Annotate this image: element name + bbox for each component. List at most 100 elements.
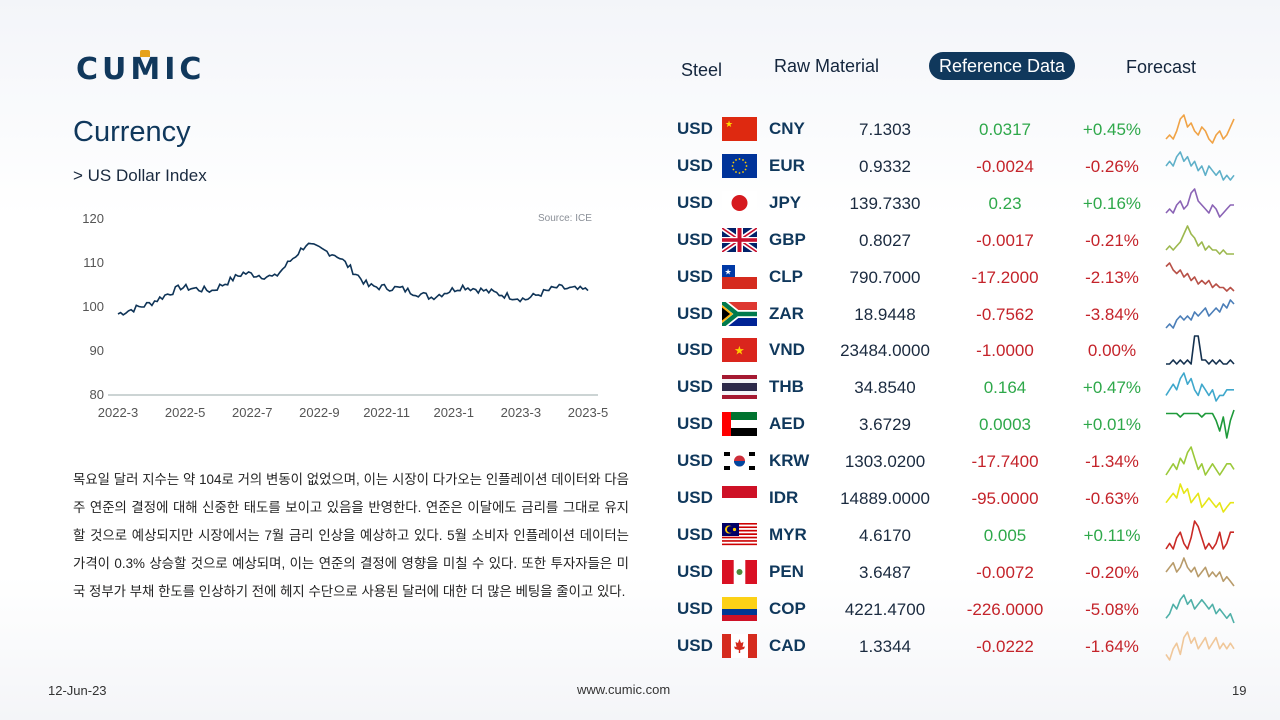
sparkline-chart	[1165, 298, 1235, 329]
rate-change-percent: +0.45%	[1082, 120, 1142, 139]
tab-steel[interactable]: Steel	[681, 60, 723, 80]
exchange-rate: 14889.0000	[840, 489, 930, 508]
currency-code: THB	[769, 377, 804, 397]
x-tick-label: 2022-9	[299, 405, 339, 420]
rate-change-percent: +0.01%	[1082, 415, 1142, 435]
currency-row-thb: USD THB 34.8540 0.164 +0.47%	[0, 368, 1280, 405]
base-currency-label: USD	[677, 524, 713, 544]
cumic-logo: CUMIC	[76, 52, 206, 87]
tab-raw-material[interactable]: Raw Material	[774, 56, 880, 76]
exchange-rate: 1.3344	[859, 636, 911, 656]
flag-jp-icon	[722, 190, 757, 215]
exchange-rate: 0.8027	[859, 230, 911, 250]
sparkline-chart	[1166, 335, 1235, 366]
rate-change-percent: +0.11%	[1083, 525, 1141, 545]
currency-row-idr: USD IDR 14889.0000 -95.0000 -0.63%	[0, 479, 1280, 516]
rate-change: -1.0000	[976, 341, 1034, 361]
base-currency-label: USD	[677, 303, 713, 323]
sparkline-line	[1165, 556, 1235, 587]
base-currency-label: USD	[677, 451, 713, 471]
sparkline-chart	[1165, 630, 1235, 661]
currency-code: JPY	[769, 192, 802, 212]
y-tick-label: 90	[90, 343, 104, 358]
rate-change-percent: -0.21%	[1085, 230, 1139, 250]
footer-url[interactable]: www.cumic.com	[577, 682, 671, 697]
svg-text:★: ★	[725, 267, 732, 276]
page-title: Currency	[73, 116, 191, 148]
rate-change: -0.0024	[976, 156, 1034, 176]
currency-code: ZAR	[769, 303, 804, 323]
flag-eu-icon	[722, 153, 757, 178]
rate-change-percent: -5.08%	[1085, 599, 1139, 619]
currency-code: PEN	[769, 561, 804, 581]
base-currency-label: USD	[677, 561, 713, 581]
currency-code: CAD	[769, 635, 806, 655]
flag-id-icon	[722, 486, 757, 510]
rate-change-percent: -0.20%	[1085, 562, 1139, 582]
base-currency-label: USD	[677, 414, 713, 434]
rate-change: -0.0222	[976, 636, 1034, 656]
sparkline-line	[1165, 114, 1235, 144]
base-currency-label: USD	[677, 598, 713, 618]
sparkline-line	[1165, 261, 1235, 292]
sparkline-chart	[1165, 372, 1234, 403]
sparkline-chart	[1165, 520, 1234, 550]
exchange-rate: 0.9332	[859, 156, 911, 176]
base-currency-label: USD	[677, 488, 713, 507]
exchange-rate: 4.6170	[859, 525, 911, 545]
rate-change: -17.2000	[971, 267, 1039, 287]
x-tick-label: 2022-5	[165, 405, 205, 420]
currency-row-krw: USD KRW 1303.0200 -17.7400 -1.34%	[0, 442, 1280, 479]
flag-th-icon	[722, 375, 757, 400]
exchange-rate: 139.7330	[849, 193, 921, 213]
rate-change: 0.0003	[979, 415, 1031, 435]
x-tick-label: 2022-3	[98, 405, 138, 420]
sparkline-chart	[1165, 187, 1234, 218]
rate-change-percent: -1.34%	[1085, 452, 1139, 472]
rate-change: 0.164	[983, 378, 1027, 398]
sparkline-chart	[1166, 409, 1235, 439]
currency-code: COP	[769, 598, 806, 618]
currency-code: MYR	[769, 524, 807, 544]
exchange-rate: 1303.0200	[844, 452, 926, 472]
rate-change: 0.23	[988, 193, 1022, 213]
currency-row-jpy: USD JPY 139.7330 0.23 +0.16%	[0, 184, 1280, 221]
sparkline-chart	[1165, 261, 1235, 292]
sparkline-line	[1166, 335, 1235, 366]
flag-vn-icon: ★	[722, 338, 757, 363]
currency-code: IDR	[769, 488, 799, 507]
base-currency-label: USD	[677, 266, 713, 286]
x-tick-label: 2023-1	[433, 405, 473, 420]
currency-code: VND	[769, 340, 805, 360]
sparkline-line	[1165, 372, 1234, 403]
chart-source-note: Source: ICE	[538, 213, 592, 224]
flag-kr-icon	[722, 449, 757, 474]
rate-change: -0.0017	[976, 230, 1034, 250]
y-tick-label: 80	[90, 387, 104, 402]
flag-cl-icon: ★	[722, 264, 757, 289]
currency-row-gbp: USD GBP 0.8027 -0.0017 -0.21%	[0, 221, 1280, 258]
flag-co-icon	[722, 596, 757, 621]
series-line	[117, 242, 589, 316]
tab-forecast[interactable]: Forecast	[1126, 57, 1197, 77]
exchange-rate: 4221.4700	[844, 599, 926, 619]
rate-change: 0.0317	[979, 120, 1031, 139]
us-dollar-index-chart: 120 110 100 90 80 2022-3 2022-5 2022-7 2022-9 202…	[82, 211, 608, 420]
exchange-rate: 7.1303	[859, 120, 911, 139]
base-currency-label: USD	[677, 192, 713, 212]
exchange-rate: 34.8540	[854, 378, 916, 398]
top-navigation: Steel Raw Material Reference Data Foreca…	[0, 50, 1280, 84]
tab-reference-data[interactable]: Reference Data	[929, 52, 1076, 80]
sparkline-line	[1166, 409, 1235, 439]
x-tick-label: 2022-7	[232, 405, 272, 420]
sparkline-line	[1165, 520, 1234, 550]
page-number: 19	[1232, 683, 1247, 698]
rate-change-percent: -2.13%	[1085, 267, 1139, 287]
svg-text:★: ★	[725, 120, 733, 130]
currency-row-eur: USD EUR 0.9332 -0.0024 -0.26%	[0, 147, 1280, 184]
currency-row-pen: USD PEN 3.6487 -0.0072 -0.20%	[0, 553, 1280, 590]
currency-row-myr: USD MYR 4.6170 0.005 +0.11%	[0, 516, 1280, 553]
y-tick-label: 100	[82, 299, 104, 314]
sparkline-line	[1165, 483, 1234, 513]
currency-row-cop: USD COP 4221.4700 -226.0000 -5.08%	[0, 590, 1280, 627]
